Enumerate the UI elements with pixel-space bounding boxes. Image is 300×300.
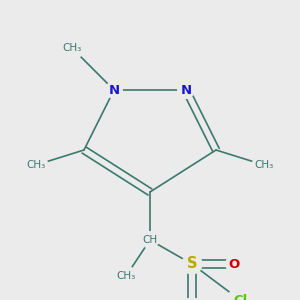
Text: N: N xyxy=(108,83,120,97)
Circle shape xyxy=(184,298,200,300)
Text: O: O xyxy=(228,257,240,271)
Text: CH₃: CH₃ xyxy=(62,43,82,53)
Circle shape xyxy=(142,232,158,248)
Text: CH₃: CH₃ xyxy=(116,271,136,281)
Circle shape xyxy=(106,82,122,98)
Circle shape xyxy=(178,82,194,98)
Circle shape xyxy=(182,254,202,274)
Circle shape xyxy=(253,153,276,176)
Text: CH: CH xyxy=(142,235,158,245)
Circle shape xyxy=(226,256,242,272)
Text: Cl: Cl xyxy=(233,293,247,300)
Circle shape xyxy=(227,287,253,300)
Text: S: S xyxy=(187,256,197,272)
Text: N: N xyxy=(180,83,192,97)
Circle shape xyxy=(24,153,48,176)
Text: CH₃: CH₃ xyxy=(254,160,274,170)
Circle shape xyxy=(60,36,83,59)
Circle shape xyxy=(116,266,136,286)
Text: O: O xyxy=(186,299,198,300)
Text: CH₃: CH₃ xyxy=(26,160,46,170)
